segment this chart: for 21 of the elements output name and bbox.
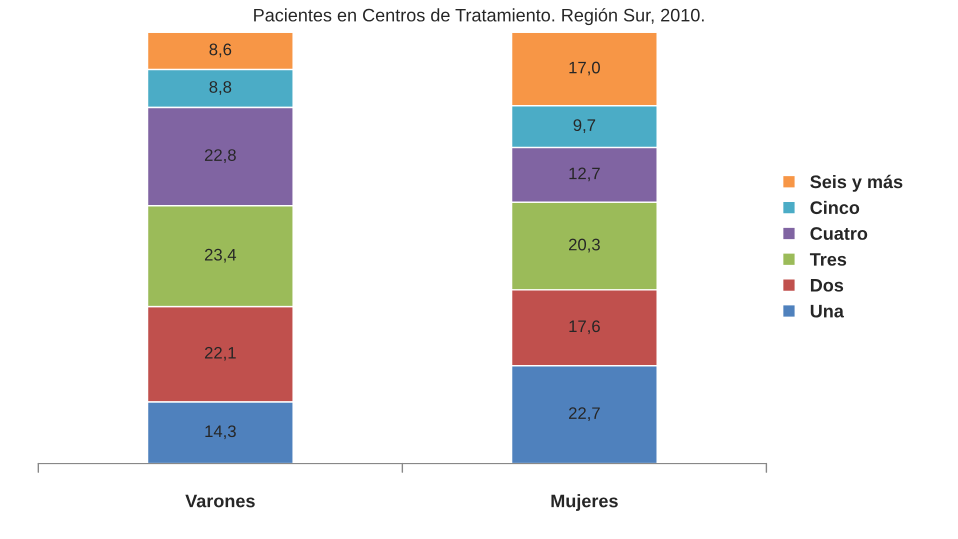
- data-label: 8,8: [209, 81, 232, 95]
- x-tick-label: Varones: [185, 494, 255, 508]
- legend-label: Seis y más: [810, 174, 902, 192]
- data-label: 12,7: [569, 168, 600, 182]
- data-label: 22,1: [204, 346, 236, 361]
- legend-label: Cuatro: [810, 227, 868, 240]
- legend-label: Tres: [810, 253, 846, 266]
- data-label: 17,6: [569, 320, 600, 334]
- data-label: 23,4: [204, 248, 236, 263]
- legend-label: Dos: [810, 279, 844, 292]
- legend-label: Una: [810, 304, 844, 318]
- data-label: 14,3: [205, 425, 236, 440]
- data-label: 17,0: [569, 62, 600, 76]
- data-label: 8,6: [209, 44, 232, 58]
- x-tick-label: Mujeres: [551, 494, 618, 511]
- data-label: 20,3: [569, 238, 600, 252]
- data-label: 9,7: [574, 119, 596, 133]
- legend-label: Cinco: [810, 200, 860, 214]
- chart-title: Pacientes en Centros de Tratamiento. Región Sur, 2010.: [254, 8, 704, 26]
- data-label: 22,7: [569, 407, 600, 422]
- data-label: 22,8: [204, 149, 236, 163]
